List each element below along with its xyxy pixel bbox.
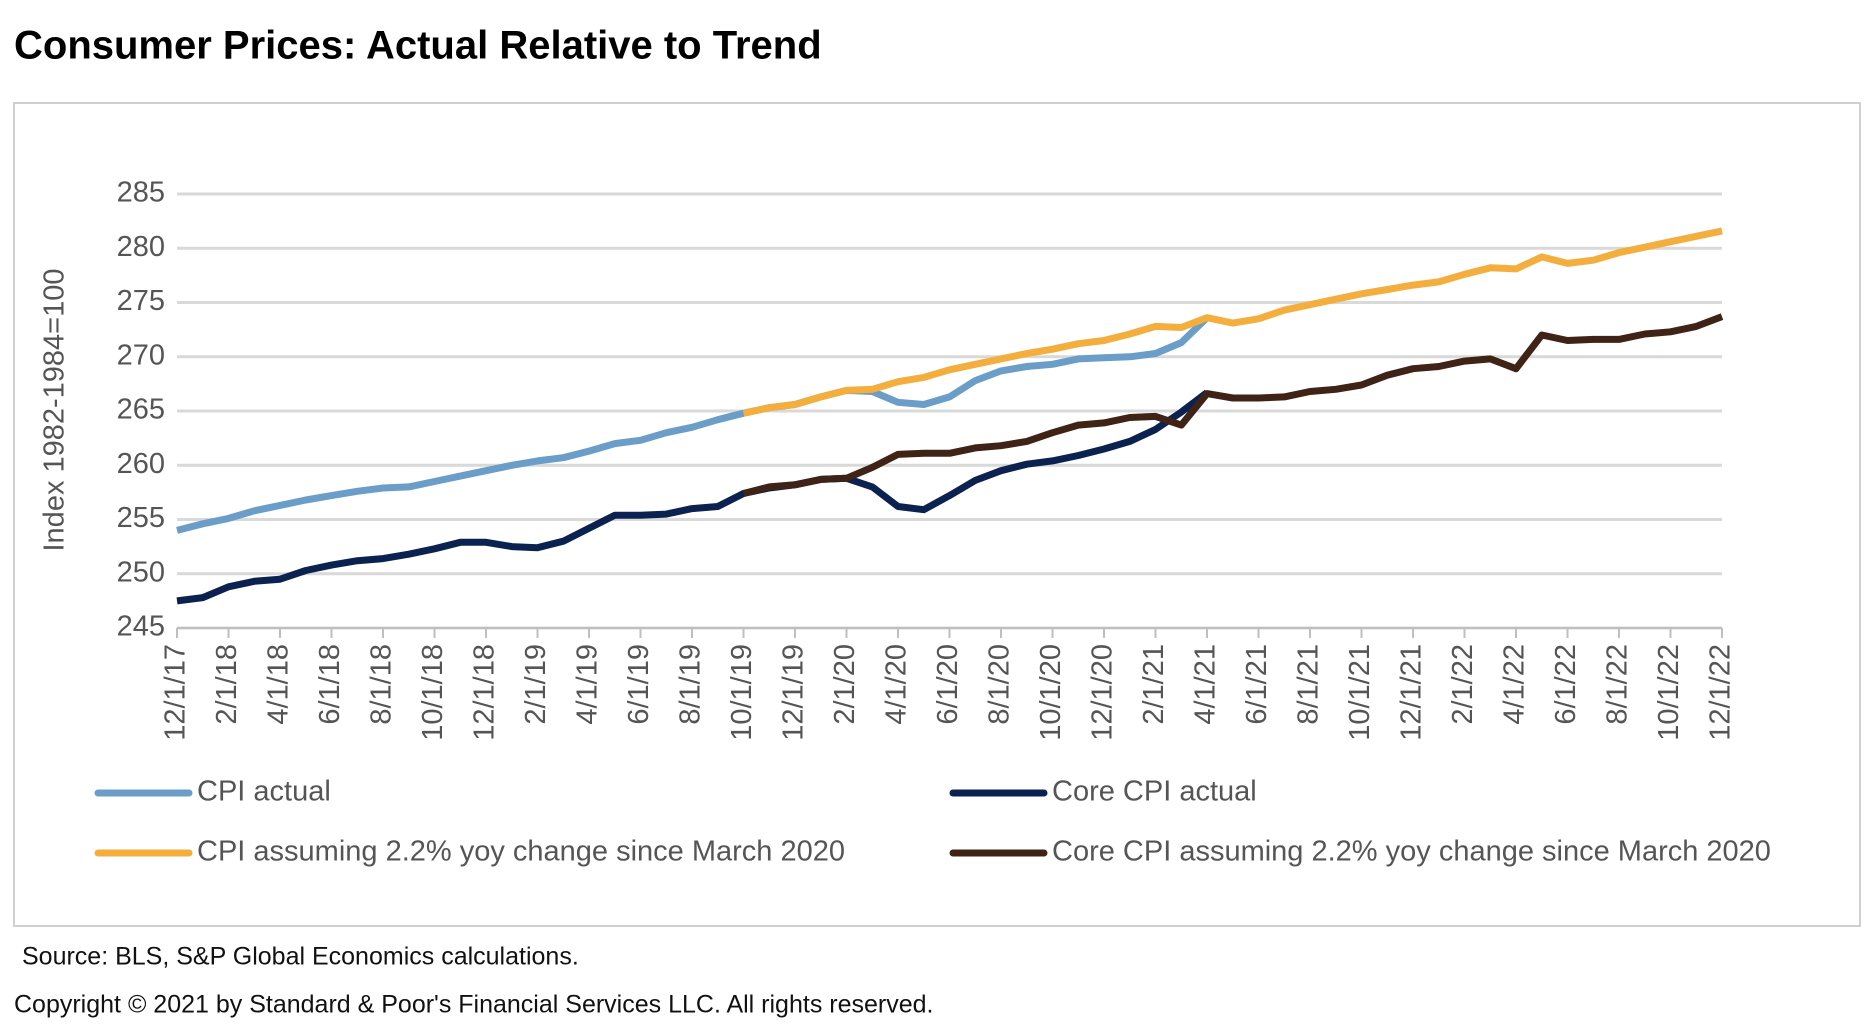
x-tick-label: 12/1/19 [778, 644, 810, 741]
y-tick-label: 285 [117, 177, 165, 209]
y-tick-label: 265 [117, 394, 165, 426]
x-tick-label: 10/1/22 [1653, 644, 1685, 741]
x-tick-label: 6/1/18 [314, 644, 346, 725]
x-tick-label: 2/1/18 [211, 644, 243, 725]
x-tick-label: 6/1/19 [623, 644, 655, 725]
x-tick-label: 4/1/20 [881, 644, 913, 725]
x-tick-label: 8/1/22 [1602, 644, 1634, 725]
series-line [176, 389, 1210, 605]
x-tick-label: 8/1/18 [366, 644, 398, 725]
legend-label: Core CPI actual [1052, 776, 1257, 808]
series-line [742, 227, 1723, 417]
x-tick-label: 10/1/21 [1344, 644, 1376, 741]
y-tick-label: 245 [117, 611, 165, 643]
x-tick-label: 6/1/21 [1241, 644, 1273, 725]
x-tick-label: 8/1/19 [675, 644, 707, 725]
x-tick-label: 2/1/22 [1447, 644, 1479, 725]
x-tick-label: 4/1/18 [263, 644, 295, 725]
x-tick-label: 12/1/17 [160, 644, 192, 741]
series-line [176, 315, 1210, 534]
y-tick-label: 260 [117, 448, 165, 480]
y-tick-label: 280 [117, 231, 165, 263]
copyright-note: Copyright © 2021 by Standard & Poor's Fi… [14, 991, 933, 1019]
y-tick-label: 255 [117, 502, 165, 534]
y-axis-label: Index 1982-1984=100 [39, 268, 71, 551]
x-tick-label: 12/1/21 [1396, 644, 1428, 741]
legend-label: CPI assuming 2.2% yoy change since March… [197, 836, 845, 868]
x-tick-label: 2/1/20 [829, 644, 861, 725]
x-tick-label: 10/1/20 [1035, 644, 1067, 741]
x-tick-label: 6/1/22 [1550, 644, 1582, 725]
x-tick-label: 12/1/22 [1705, 644, 1737, 741]
chart-frame [13, 102, 1861, 927]
x-tick-label: 10/1/19 [726, 644, 758, 741]
x-tick-label: 2/1/21 [1138, 644, 1170, 725]
y-tick-label: 250 [117, 556, 165, 588]
x-tick-label: 6/1/20 [932, 644, 964, 725]
y-tick-label: 275 [117, 285, 165, 317]
legend-label: CPI actual [197, 776, 331, 808]
x-tick-label: 4/1/19 [572, 644, 604, 725]
y-tick-label: 270 [117, 339, 165, 371]
x-tick-label: 4/1/21 [1190, 644, 1222, 725]
x-tick-label: 2/1/19 [520, 644, 552, 725]
x-tick-label: 12/1/20 [1087, 644, 1119, 741]
legend-label: Core CPI assuming 2.2% yoy change since … [1052, 836, 1771, 868]
x-tick-label: 8/1/21 [1293, 644, 1325, 725]
chart-title: Consumer Prices: Actual Relative to Tren… [14, 24, 822, 68]
series-line [742, 313, 1724, 497]
x-tick-label: 4/1/22 [1499, 644, 1531, 725]
x-tick-label: 8/1/20 [984, 644, 1016, 725]
x-tick-label: 12/1/18 [469, 644, 501, 741]
x-tick-label: 10/1/18 [417, 644, 449, 741]
source-note: Source: BLS, S&P Global Economics calcul… [22, 943, 579, 971]
